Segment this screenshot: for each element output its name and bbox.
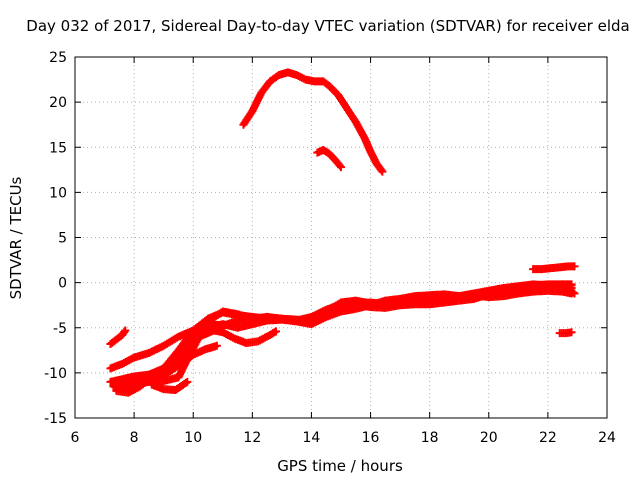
- y-tick-label: 10: [49, 185, 67, 201]
- y-tick-label: 5: [58, 231, 67, 247]
- data-point: [570, 262, 579, 271]
- x-tick-label: 12: [243, 430, 261, 446]
- x-tick-label: 20: [480, 430, 498, 446]
- x-axis-label: GPS time / hours: [277, 457, 403, 475]
- x-tick-label: 24: [598, 430, 616, 446]
- data-point: [181, 378, 190, 387]
- y-tick-label: 0: [58, 276, 67, 292]
- x-tick-label: 10: [184, 430, 202, 446]
- data-point: [570, 289, 579, 298]
- series-arc-mid: [313, 145, 345, 172]
- y-tick-label: -10: [44, 366, 67, 382]
- chart-title: Day 032 of 2017, Sidereal Day-to-day VTE…: [26, 17, 629, 35]
- data-point: [121, 326, 130, 335]
- series-seg-right-low: [555, 328, 576, 338]
- x-tick-label: 22: [539, 430, 557, 446]
- grid-lines: [75, 57, 607, 418]
- x-tick-label: 16: [362, 430, 380, 446]
- data-markers: [106, 68, 579, 397]
- y-tick-label: 25: [49, 50, 67, 66]
- x-tick-label: 6: [71, 430, 80, 446]
- data-point: [337, 163, 345, 172]
- series-arc-top: [239, 68, 387, 176]
- series-seg-right-mid: [564, 285, 579, 298]
- y-axis-label: SDTVAR / TECUs: [7, 176, 25, 299]
- data-point: [335, 161, 344, 170]
- y-tick-labels: -15 -10 -5 0 5 10 15 20 25: [44, 50, 67, 427]
- x-tick-label: 18: [421, 430, 439, 446]
- data-point: [212, 341, 221, 350]
- series-seg-left: [106, 326, 130, 348]
- x-tick-label: 14: [303, 430, 321, 446]
- y-tick-label: 20: [49, 95, 67, 111]
- x-tick-label: 8: [130, 430, 139, 446]
- data-point: [183, 377, 192, 386]
- series-trace-6: [130, 326, 280, 385]
- series-trace-7: [147, 377, 192, 395]
- y-tick-label: 15: [49, 140, 67, 156]
- series-seg-right-top: [529, 262, 579, 274]
- x-tick-labels: 6 8 10 12 14 16 18 20 22 24: [71, 430, 616, 446]
- data-point: [378, 167, 387, 176]
- series-trace-4: [112, 286, 576, 397]
- axis-ticks: [74, 56, 608, 419]
- data-point: [271, 327, 280, 336]
- y-tick-label: -15: [44, 411, 67, 427]
- y-tick-label: -5: [53, 321, 67, 337]
- data-point: [567, 328, 576, 337]
